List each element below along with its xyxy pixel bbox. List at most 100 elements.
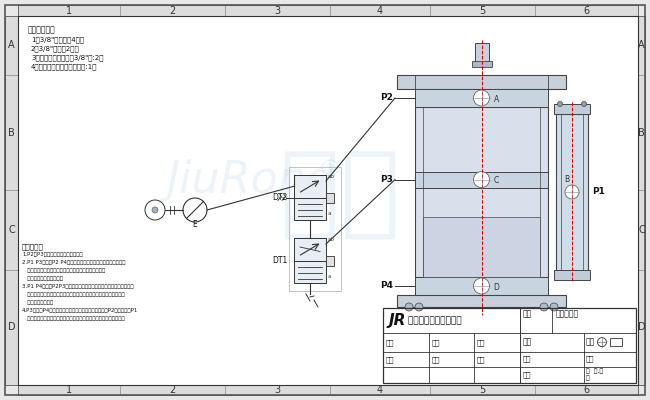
Polygon shape <box>397 295 566 307</box>
Text: 玖容: 玖容 <box>280 146 400 244</box>
Text: E: E <box>192 220 198 229</box>
Circle shape <box>415 303 423 311</box>
Text: 5: 5 <box>480 6 486 16</box>
Polygon shape <box>294 260 326 283</box>
Text: 1: 1 <box>66 6 72 16</box>
Text: C: C <box>638 225 645 235</box>
Text: 2: 2 <box>170 385 176 395</box>
Text: ab: ab <box>328 174 335 179</box>
Text: 2.P1 P3通气，P2 P4排气，压缩空气作用在增缸筒内的液压油: 2.P1 P3通气，P2 P4排气，压缩空气作用在增缸筒内的液压油 <box>22 260 125 265</box>
Text: 腔的液压油，使液压油循，从而使预压活塞杆辅缸的模具保持高压力: 腔的液压油，使液压油循，从而使预压活塞杆辅缸的模具保持高压力 <box>22 292 125 297</box>
Text: A: A <box>493 94 499 104</box>
Polygon shape <box>294 198 326 220</box>
Text: 6: 6 <box>584 6 590 16</box>
Text: JiuRong: JiuRong <box>166 158 334 202</box>
Circle shape <box>152 207 158 213</box>
Text: C: C <box>493 176 499 185</box>
Text: 4.P3通气，P4排气，增压活塞回开；增压活塞到位后，P2气口通气，P1: 4.P3通气，P4排气，增压活塞回开；增压活塞到位后，P2气口通气，P1 <box>22 308 138 313</box>
Polygon shape <box>423 217 540 277</box>
Text: B: B <box>8 128 15 138</box>
Polygon shape <box>556 114 588 272</box>
Circle shape <box>473 172 489 188</box>
Polygon shape <box>18 385 638 395</box>
Text: P3: P3 <box>380 175 393 184</box>
Text: 辅缸的模具低灌到工作；: 辅缸的模具低灌到工作； <box>22 276 63 281</box>
Text: 动作程序：: 动作程序： <box>22 243 44 250</box>
Polygon shape <box>554 270 590 280</box>
Polygon shape <box>294 175 326 198</box>
Text: 比例: 比例 <box>586 356 594 362</box>
Text: 增压缸配件：: 增压缸配件： <box>28 25 56 34</box>
Text: D: D <box>638 322 645 332</box>
Text: 3：二位五通电磁阀（3/8"）:2个: 3：二位五通电磁阀（3/8"）:2个 <box>31 54 103 61</box>
Polygon shape <box>415 107 548 277</box>
Text: C: C <box>8 225 15 235</box>
Text: 材料: 材料 <box>523 338 532 347</box>
Text: a: a <box>328 274 332 279</box>
Text: 2：3/8"消声器2个；: 2：3/8"消声器2个； <box>31 45 80 52</box>
Text: 2: 2 <box>170 6 176 16</box>
Text: 厂商: 厂商 <box>523 372 531 378</box>
Polygon shape <box>415 89 548 107</box>
Circle shape <box>565 185 579 199</box>
Circle shape <box>550 303 558 311</box>
Text: P4: P4 <box>380 282 393 290</box>
Text: 台湾玖容实业有限公司: 台湾玖容实业有限公司 <box>405 316 461 325</box>
Text: P2: P2 <box>380 94 393 102</box>
Text: DT1: DT1 <box>272 256 287 265</box>
Text: DT2: DT2 <box>272 193 287 202</box>
Text: 3: 3 <box>274 6 281 16</box>
Polygon shape <box>415 172 548 188</box>
Polygon shape <box>326 192 334 202</box>
Circle shape <box>405 303 413 311</box>
Text: 去挤压成型工作。: 去挤压成型工作。 <box>22 300 53 305</box>
Polygon shape <box>397 75 566 89</box>
Text: 3: 3 <box>274 385 281 395</box>
Text: 日期: 日期 <box>477 357 486 363</box>
Text: 批渣: 批渣 <box>432 340 440 346</box>
Text: A: A <box>8 40 15 50</box>
Polygon shape <box>474 43 489 65</box>
Circle shape <box>540 303 548 311</box>
Polygon shape <box>18 16 638 385</box>
Polygon shape <box>471 61 491 67</box>
Text: 表面，液压油被助预压胶活塞作位移，并使预压液塞杆: 表面，液压油被助预压胶活塞作位移，并使预压液塞杆 <box>22 268 105 273</box>
Circle shape <box>558 102 562 106</box>
Text: 气路连接图: 气路连接图 <box>555 309 578 318</box>
Text: 3.P1 P4通气，P2P3排气，压缩空气作用在增压活塞作位移去掉预压: 3.P1 P4通气，P2P3排气，压缩空气作用在增压活塞作位移去掉预压 <box>22 284 134 289</box>
Text: JR: JR <box>389 313 406 328</box>
Text: a: a <box>328 211 332 216</box>
Text: 名称: 名称 <box>523 309 532 318</box>
Circle shape <box>145 200 165 220</box>
Text: 6: 6 <box>584 385 590 395</box>
Text: 1：3/8"快速接头4个；: 1：3/8"快速接头4个； <box>31 36 84 43</box>
Circle shape <box>582 102 586 106</box>
Polygon shape <box>326 256 334 266</box>
Text: ab: ab <box>328 237 335 242</box>
Text: 排气预压活塞回位，液压油回到增油箱内，此时一个动作循环完成！: 排气预压活塞回位，液压油回到增油箱内，此时一个动作循环完成！ <box>22 316 125 321</box>
Polygon shape <box>18 5 638 16</box>
Text: 4: 4 <box>377 6 383 16</box>
Polygon shape <box>554 104 590 114</box>
Text: A: A <box>638 40 645 50</box>
Text: 4：空气处理组合（三联件）:1个: 4：空气处理组合（三联件）:1个 <box>31 63 98 70</box>
Text: 图号: 图号 <box>477 340 486 346</box>
Text: 4: 4 <box>377 385 383 395</box>
Text: B: B <box>564 175 569 184</box>
Polygon shape <box>5 16 18 385</box>
Text: 数量: 数量 <box>523 356 531 362</box>
Polygon shape <box>638 16 645 385</box>
Text: ®: ® <box>326 164 334 172</box>
Text: 板本: 板本 <box>386 357 395 363</box>
Text: D: D <box>493 282 499 292</box>
Text: 审核: 审核 <box>432 357 440 363</box>
Text: D: D <box>8 322 16 332</box>
Circle shape <box>473 90 489 106</box>
Text: 1.P2、P3通气，此时缸处于回开状态: 1.P2、P3通气，此时缸处于回开状态 <box>22 252 83 257</box>
Text: 1: 1 <box>66 385 72 395</box>
Text: 共  页,第
页: 共 页,第 页 <box>586 369 603 381</box>
Polygon shape <box>415 277 548 295</box>
Text: B: B <box>638 128 645 138</box>
Polygon shape <box>294 238 326 260</box>
Text: 设计: 设计 <box>386 340 395 346</box>
